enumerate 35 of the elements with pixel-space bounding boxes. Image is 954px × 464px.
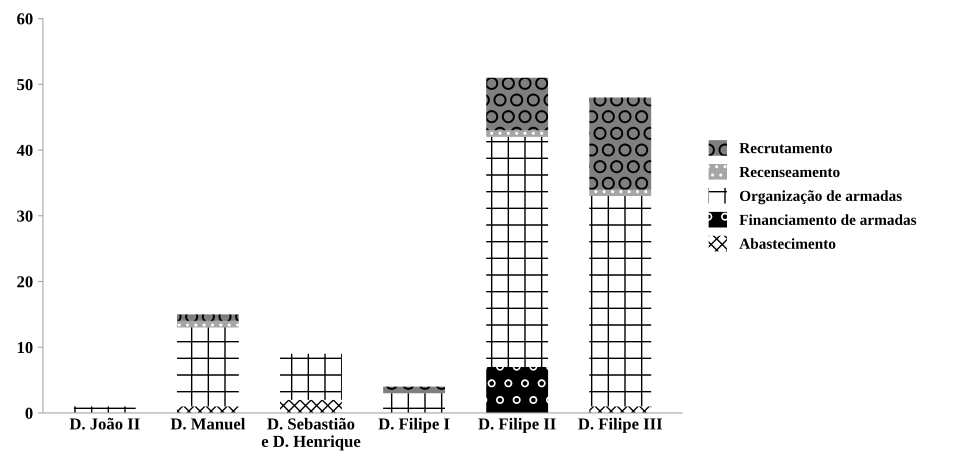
x-tick-label: D. Filipe I: [378, 418, 450, 433]
legend-label: Abastecimento: [739, 238, 836, 249]
x-tick-label: D. Sebastião e D. Henrique: [262, 418, 360, 450]
bar: [74, 406, 136, 413]
legend-label: Financiamento de armadas: [739, 214, 916, 225]
x-tick-label: D. Filipe II: [478, 418, 556, 433]
x-tick-label: D. João II: [70, 418, 140, 430]
y-tick-label: 50: [17, 78, 33, 90]
bar: [280, 354, 342, 400]
bar: [383, 386, 445, 394]
bar: [589, 189, 652, 196]
bar: [176, 328, 239, 406]
x-tick-label: D. Filipe III: [578, 418, 662, 433]
y-tick-label: 10: [18, 342, 33, 354]
legend-label: Organização de armadas: [740, 190, 902, 204]
y-tick-label: 20: [17, 276, 33, 288]
bar: [589, 97, 652, 190]
bar: [589, 406, 652, 413]
y-tick-label: 0: [26, 408, 33, 419]
y-tick-label: 60: [17, 13, 33, 25]
bar: [486, 78, 548, 130]
legend-label: Recrutamento: [739, 143, 832, 154]
bar: [486, 130, 548, 137]
bar: [176, 320, 239, 328]
bar: [383, 393, 445, 413]
bar: [176, 406, 239, 413]
bar: [486, 366, 548, 413]
bar: [176, 314, 239, 321]
bar: [589, 196, 652, 406]
legend-label: Recenseamento: [739, 166, 840, 178]
y-tick-label: 40: [16, 144, 33, 156]
x-tick-label: D. Manuel: [170, 418, 246, 430]
bar: [280, 400, 342, 413]
y-tick-label: 30: [17, 210, 33, 222]
bar: [486, 136, 548, 367]
